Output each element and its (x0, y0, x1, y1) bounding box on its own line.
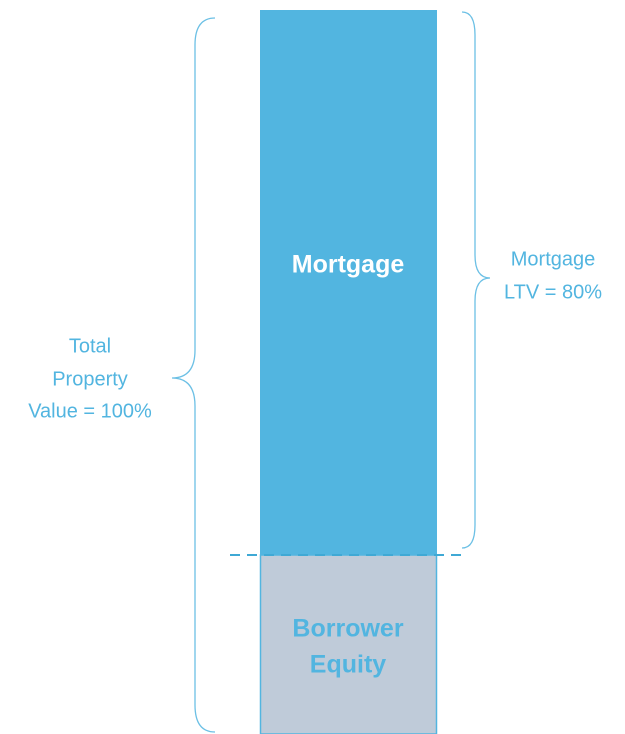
total-brace (171, 17, 216, 733)
ltv-label: Mortgage (511, 248, 596, 270)
equity-label: Equity (310, 651, 386, 679)
total-label: Total (69, 335, 111, 357)
equity-label: Borrower (292, 615, 403, 643)
total-label: Value = 100% (28, 400, 152, 422)
mortgage-block (260, 10, 437, 555)
equity-block (259, 554, 438, 734)
ltv-label: LTV = 80% (504, 281, 602, 303)
total-label: Property (52, 368, 128, 390)
ltv-brace (461, 11, 491, 549)
mortgage-label: Mortgage (292, 251, 405, 279)
